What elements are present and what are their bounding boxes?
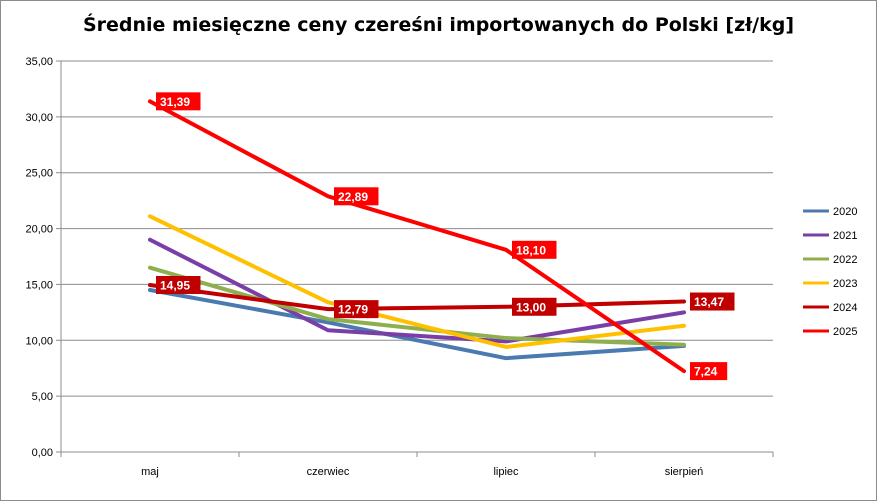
data-label-box	[690, 362, 728, 381]
y-tick-label: 20,00	[25, 224, 53, 236]
data-label-box	[334, 187, 379, 206]
x-tick-label: sierpień	[665, 466, 704, 478]
data-label-box	[156, 275, 201, 294]
y-tick-label: 10,00	[25, 335, 53, 347]
x-tick-label: czerwiec	[307, 466, 350, 478]
data-label-box	[512, 297, 557, 316]
data-label: 22,89	[338, 190, 368, 204]
y-tick-label: 35,00	[25, 56, 53, 68]
data-label: 13,00	[516, 300, 546, 314]
series-line-2025	[148, 99, 686, 374]
data-label: 31,39	[160, 95, 190, 109]
series-line-2022	[148, 265, 686, 347]
data-label: 7,24	[694, 365, 718, 379]
data-label: 18,10	[516, 243, 546, 257]
data-label-box	[156, 92, 201, 111]
data-label: 13,47	[694, 295, 724, 309]
y-tick-label: 30,00	[25, 112, 53, 124]
data-label-box	[334, 300, 379, 319]
series-line-2023	[148, 214, 686, 349]
series-line-2020	[148, 288, 686, 361]
series-line-2024	[148, 282, 686, 312]
legend-label-2024: 2024	[833, 302, 857, 314]
data-label: 12,79	[338, 303, 368, 317]
y-tick-label: 5,00	[32, 391, 53, 403]
x-tick-label: lipiec	[493, 466, 519, 478]
series-line-2021	[148, 237, 686, 344]
y-tick-label: 0,00	[32, 447, 53, 459]
chart-title: Średnie miesięczne ceny czereśni importo…	[82, 14, 795, 36]
legend-label-2025: 2025	[833, 326, 857, 338]
legend-label-2021: 2021	[833, 230, 857, 242]
legend-label-2020: 2020	[833, 206, 857, 218]
x-tick-label: maj	[141, 466, 159, 478]
y-tick-label: 25,00	[25, 168, 53, 180]
data-label-box	[690, 292, 735, 311]
data-label-box	[512, 240, 557, 259]
legend-label-2022: 2022	[833, 254, 857, 266]
legend-label-2023: 2023	[833, 278, 857, 290]
y-tick-label: 15,00	[25, 279, 53, 291]
data-label: 14,95	[160, 278, 190, 292]
